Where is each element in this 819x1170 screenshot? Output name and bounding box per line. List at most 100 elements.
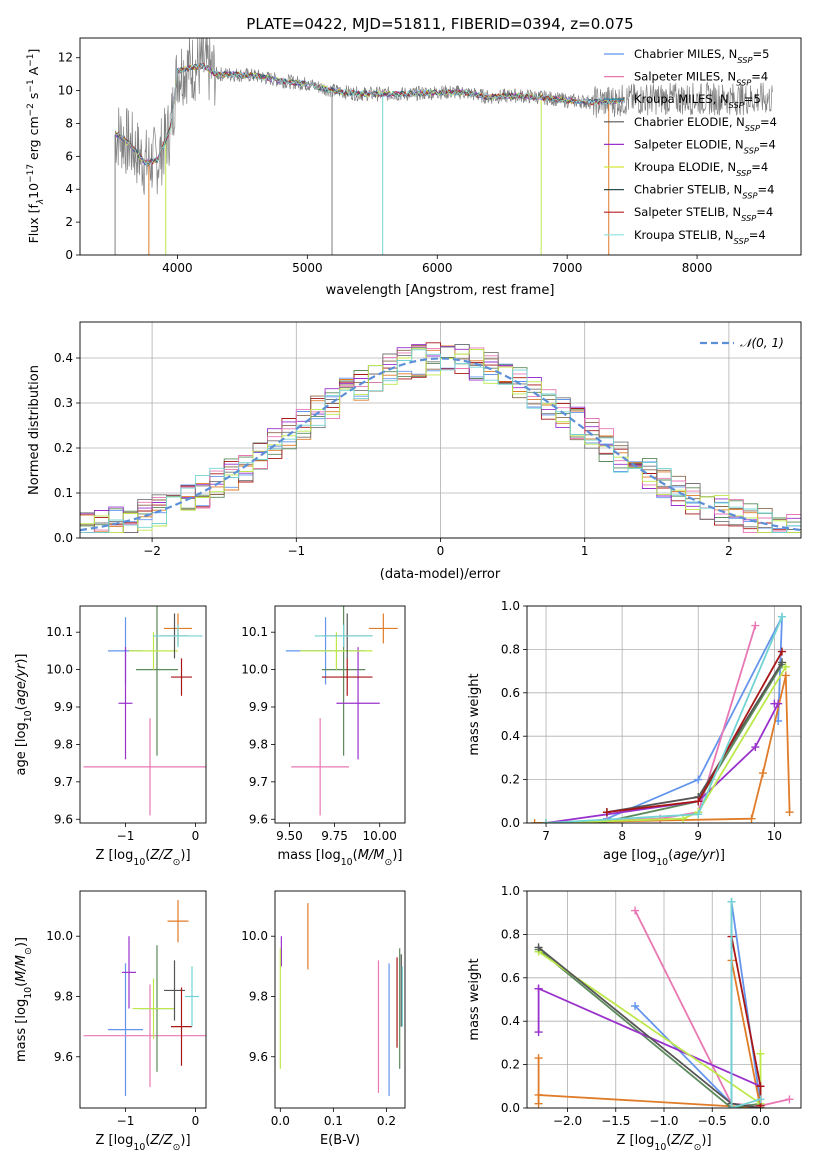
age-vs-Z-y-axis-label-part: age/yr [14,662,29,705]
mass-weight-line-7 [606,651,783,813]
legend-entry-salpeter_miles-part: =4 [751,70,768,84]
mass-weight-marker [631,906,640,915]
y-tick-label: 10 [58,84,73,98]
legend-entry-chabrier_stelib-part: Chabrier STELIB, N [634,183,742,197]
legend-entry-chabrier_elodie-part: SSP [745,123,760,133]
x-tick-label: 9.50 [276,829,303,843]
legend-entry-salpeter_stelib: Salpeter STELIB, NSSP=4 [634,205,773,223]
mass-weight-vs-age-x-axis-label-part: )] [715,848,725,863]
mass-weight-marker [770,699,779,708]
mass-vs-Z-x-axis-label-part: log [114,1133,134,1148]
age-vs-Z-x-axis-label-part: Z/Z [149,848,173,863]
mass-vs-Z-x-axis-label: Z [log10(Z/Z⊙)] [95,1133,190,1153]
mass-vs-Z-y-axis-label-part: M/M [14,955,29,982]
age-vs-mass-x-axis-label-part: 10 [341,857,353,868]
mass-weight-line-6 [606,661,783,813]
x-tick-label: 7 [542,829,550,843]
x-tick-label: 0.2 [377,1114,396,1128]
legend-entry-kroupa_elodie-part: =4 [751,160,768,174]
mass-vs-Z-y-axis-label: mass [log10(M/M⊙)] [14,937,34,1062]
x-tick-label: 4000 [162,261,193,275]
mass-weight-marker [758,769,767,778]
age-vs-Z-y-axis-label: age [log10(age/yr)] [14,653,34,775]
mass-weight-marker [777,658,786,667]
legend-entry-salpeter_stelib-part: =4 [756,205,773,219]
legend-entry-kroupa_stelib-part: SSP [734,236,749,246]
y-tick-label: 0.4 [54,351,73,365]
legend-entry-chabrier_miles-part: Chabrier MILES, N [634,47,737,61]
y-tick-label: 9.8 [249,737,268,751]
mass-weight-line-2 [537,960,762,1108]
x-tick-label: 2 [725,544,733,558]
y-tick-label: 0.6 [501,971,520,985]
age-vs-Z-x-axis-label-part: ⊙ [173,857,181,868]
mass-weight-line-1 [606,625,757,822]
mass-vs-Z-y-axis-label-part: 10 [23,987,34,999]
y-tick-label: 0.1 [54,486,73,500]
y-tick-label: 0.0 [54,531,73,545]
axes-frame [274,605,406,824]
mass-weight-vs-Z-x-axis-label-part: Z [ [616,1133,634,1148]
spectrum-panel: 4000 5000 6000 7000 8000 0 2 4 6 8 10 12 wavelength … [26,37,802,298]
gaussian-curve [80,357,801,532]
age-vs-mass-x-axis-label-part: log [321,848,341,863]
plot-area [279,903,403,1096]
y-tick-label: 9.7 [54,775,73,789]
mass-weight-marker [534,1054,543,1063]
histogram-step-1 [80,345,801,534]
x-tick-label: −2.0 [553,1114,582,1128]
mass-weight-marker [756,1082,765,1091]
legend-entry-salpeter_elodie-part: Salpeter ELODIE, N [634,137,744,151]
mass-weight-marker [727,1104,736,1108]
histogram-step-9 [80,349,801,534]
y-tick-label: 12 [58,51,73,65]
mass-weight-marker [694,775,703,784]
y-tick-label: 0.3 [54,396,73,410]
figure-title: PLATE=0422, MJD=51811, FIBERID=0394, z=0… [246,15,633,33]
mass-weight-line-3 [599,664,783,823]
mass-weight-vs-Z-x-axis-label-part: log [635,1133,655,1148]
spectrum-y-axis-label-part: −1 [26,79,36,92]
mass-weight-marker [751,743,760,752]
x-tick-label: 0.0 [751,1114,770,1128]
mass-weight-marker [747,814,756,823]
y-tick-label: 9.6 [249,1050,268,1064]
x-tick-label: 0.0 [271,1114,290,1128]
plot-area [285,606,398,816]
mass-weight-marker [756,1095,765,1104]
age-vs-mass-x-axis-label-part: ( [353,848,358,863]
y-tick-label: 9.6 [54,1050,73,1064]
age-vs-Z-x-axis-label: Z [log10(Z/Z⊙)] [95,848,190,868]
x-tick-label: 9.75 [321,829,348,843]
mass-weight-marker [781,671,790,680]
mass-weight-marker [751,621,760,630]
spectrum-y-axis-label-part: λ [36,199,46,205]
mass-weight-marker [785,808,794,817]
y-tick-label: 0.8 [501,927,520,941]
y-tick-label: 0.2 [54,441,73,455]
histogram-y-axis-label: Normed distribution [27,365,42,495]
y-tick-label: 9.8 [54,989,73,1003]
mass-vs-Z-x-axis-label-part: Z/Z [149,1133,173,1148]
spectrum-y-axis-label-part: ] [26,49,41,54]
x-tick-label: 0 [192,1114,200,1128]
mass-weight-vs-age-x-axis-label-part: age [ [603,848,636,863]
mass-weight-vs-Z-y-axis-label: mass weight [467,958,482,1040]
y-tick-label: 0.4 [501,1014,520,1028]
age-vs-Z-x-axis-label-part: log [114,848,134,863]
legend-entry-chabrier_miles-part: =5 [752,47,769,61]
y-tick-label: 10.0 [241,929,268,943]
plot-area [114,38,773,255]
plot-area [80,342,801,534]
mass-weight-marker [534,1028,543,1037]
mass-vs-ebv-x-axis-label-part: E(B-V) [320,1133,360,1148]
residual-histogram-panel: −2 −1 0 1 2 0.0 0.1 0.2 0.3 0.4 (data-model)/error… [27,321,802,582]
y-tick-label: 0.8 [501,642,520,656]
y-tick-label: 9.6 [249,812,268,826]
x-tick-label: 10 [767,829,782,843]
legend-entry-salpeter_elodie-part: =4 [759,137,776,151]
spectrum-y-axis-label-part: Flux [f [26,204,41,244]
spectrum-y-axis-label-part: s [26,93,41,104]
x-tick-label: −2 [143,544,161,558]
age-vs-Z-x-axis-label-part: Z [ [95,848,113,863]
